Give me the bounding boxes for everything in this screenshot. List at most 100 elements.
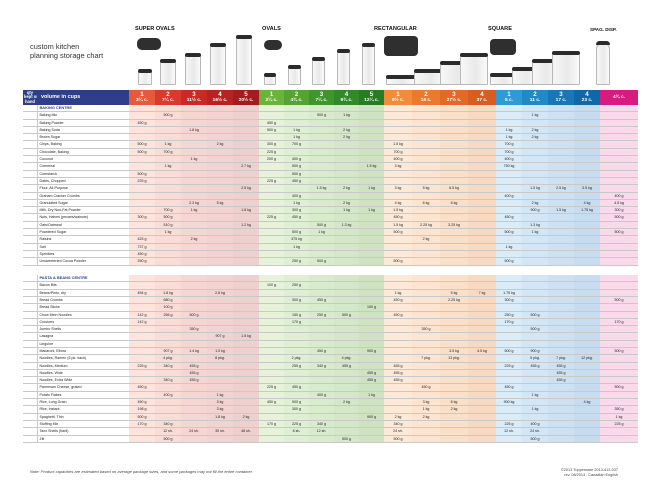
value-cell: 5 kg [440,289,468,297]
value-cell [384,398,412,407]
table-row: Graham Cracker Crumbs 400 g 400 g 400 g [23,192,638,200]
value-cell [384,281,412,290]
value-cell [207,420,233,429]
value-cell [207,235,233,244]
value-cell: 400 g [384,155,412,164]
value-cell [468,435,496,443]
value-cell [284,340,309,349]
value-cell [574,311,600,319]
value-cell: 450 g [309,347,334,356]
value-cell [181,405,207,414]
value-cell [522,413,548,421]
value-cell [359,133,384,142]
value-cell: 1 kg [334,206,359,215]
value-cell [359,170,384,178]
value-cell [155,119,181,127]
item-name: Taco Shells (hard) [37,427,129,436]
value-cell [233,155,259,164]
value-cell [155,325,181,334]
column-number: 2 [166,91,170,98]
value-cell: 2.3 kg [181,199,207,208]
section-tint-cell [522,275,548,283]
value-cell [359,192,384,200]
value-cell [207,325,233,334]
value-cell [181,391,207,400]
value-cell [309,119,334,127]
value-cell: 2 kg [334,398,359,407]
section-tint-cell [359,105,384,113]
value-cell: 1 kg [207,391,233,400]
value-cell [440,420,468,429]
value-cell [600,133,638,142]
section-tint-cell [155,275,181,283]
column-header-12: 2 18 c. [412,90,440,105]
value-cell: 900 g [522,347,548,356]
value-cell: 1 kg [522,391,548,400]
value-cell [207,170,233,178]
value-cell [468,213,496,222]
value-cell [412,148,440,157]
value-cell: 500 g [129,413,155,421]
value-cell [600,289,638,297]
value-cell: 450 g [284,213,309,222]
value-cell [412,133,440,142]
value-cell [181,177,207,186]
value-cell: 2 kg [412,413,440,421]
section-tint-cell [359,275,384,283]
value-cell [284,325,309,334]
value-cell [548,140,574,149]
value-cell: 2.25 kg [412,221,440,230]
value-cell [129,427,155,436]
value-cell [384,391,412,400]
table-row: Linguine [23,340,638,349]
value-cell [522,340,548,349]
value-cell: 12 sh. [309,427,334,436]
value-cell [334,228,359,237]
item-name: Nuts, Halves (pecans/walnuts) [37,213,129,222]
value-cell [359,427,384,436]
item-name: Chocolate, Baking [37,148,129,157]
item-name: Raisins [37,235,129,244]
value-cell [233,347,259,356]
item-name: Noodles, Medium [37,362,129,370]
volume-header: volume in cups [37,90,129,105]
value-cell [574,162,600,171]
value-cell: 1.5 kg [233,332,259,341]
value-cell [574,413,600,421]
value-cell [309,140,334,149]
value-cell: 3.5 kg [574,184,600,193]
value-cell: 500 g [155,111,181,120]
value-cell [574,111,600,120]
value-cell [600,311,638,319]
value-cell [233,362,259,370]
square-2-image [512,67,538,85]
value-cell [600,354,638,363]
value-cell [496,332,522,341]
value-cell [334,148,359,157]
value-cell [440,311,468,319]
value-cell [334,303,359,312]
value-cell: 500 g [496,228,522,237]
value-cell [207,119,233,127]
value-cell [548,405,574,414]
value-cell: 2 kg [334,199,359,208]
value-cell [574,140,600,149]
value-cell [129,391,155,400]
value-cell [129,206,155,215]
value-cell [259,111,284,120]
item-name: Rice, Long Grain [37,398,129,407]
column-header-2: 2 7¼ c. [155,90,181,105]
value-cell: 340 g [384,420,412,429]
value-cell [334,391,359,400]
value-cell [440,133,468,142]
value-cell: 500 g [284,228,309,237]
value-cell: 1 kg [522,111,548,120]
value-cell: 2 kg [181,235,207,244]
value-cell [548,235,574,244]
value-cell [468,250,496,259]
value-cell [181,140,207,149]
qty-cell [23,243,38,251]
value-cell [548,347,574,356]
value-cell: 225 g [600,420,638,429]
